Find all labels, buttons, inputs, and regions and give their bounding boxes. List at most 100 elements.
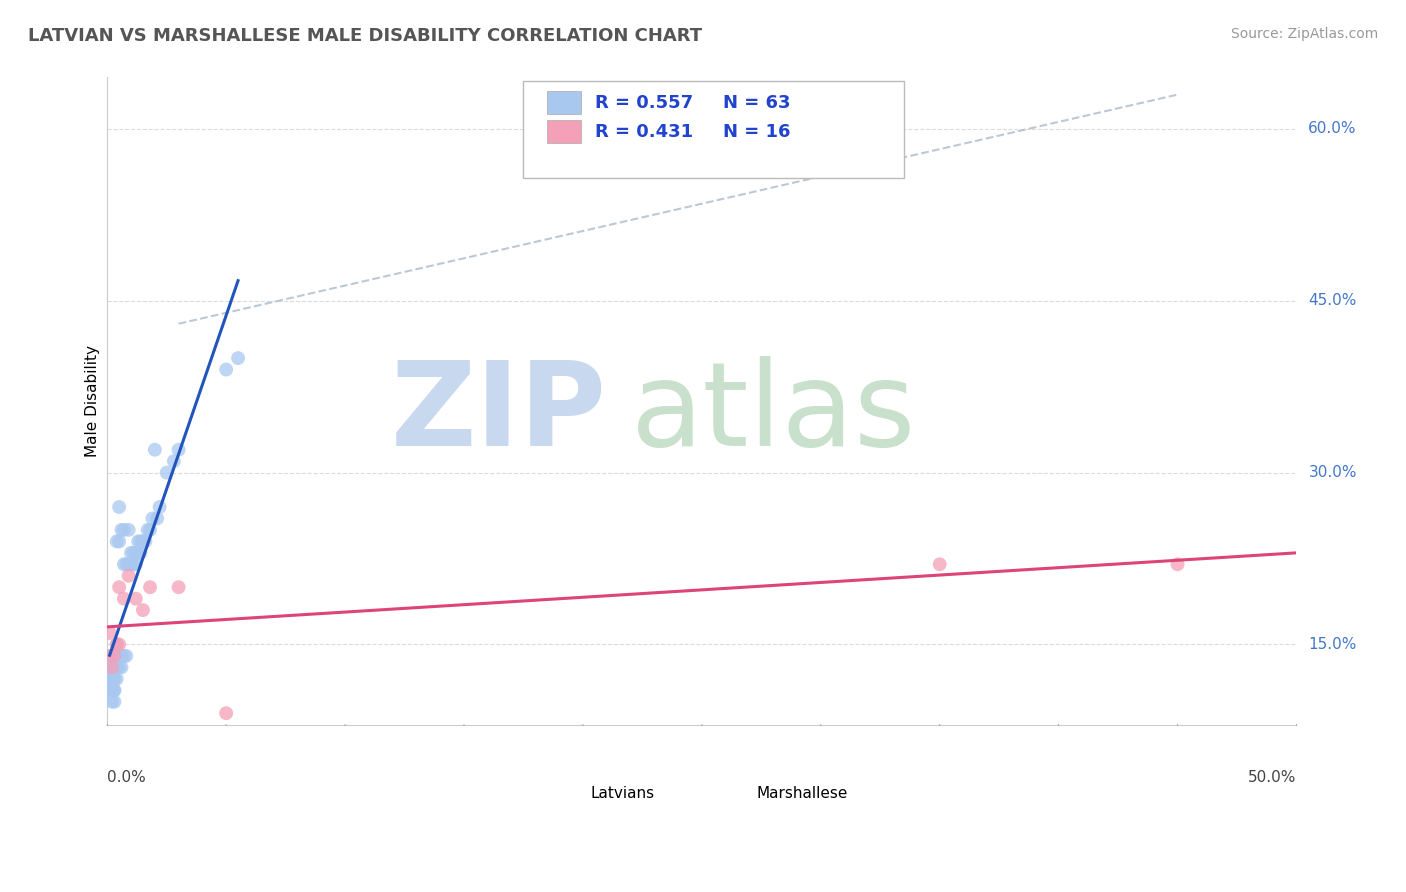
- Point: [118, 523, 141, 537]
- Point: [105, 534, 128, 549]
- Point: [103, 683, 125, 698]
- Point: [103, 648, 125, 663]
- Point: [108, 580, 131, 594]
- Point: [132, 534, 155, 549]
- Point: [167, 442, 190, 457]
- Point: [110, 648, 132, 663]
- Point: [112, 558, 135, 572]
- Point: [115, 558, 138, 572]
- Point: [105, 637, 128, 651]
- Point: [928, 558, 950, 572]
- Point: [103, 660, 125, 674]
- Point: [98, 660, 121, 674]
- Point: [101, 683, 124, 698]
- Point: [105, 648, 128, 663]
- Point: [98, 683, 121, 698]
- FancyBboxPatch shape: [547, 91, 581, 114]
- Point: [103, 648, 125, 663]
- Point: [139, 580, 162, 594]
- FancyBboxPatch shape: [560, 787, 585, 801]
- Point: [108, 648, 131, 663]
- Point: [118, 558, 141, 572]
- Text: LATVIAN VS MARSHALLESE MALE DISABILITY CORRELATION CHART: LATVIAN VS MARSHALLESE MALE DISABILITY C…: [28, 27, 702, 45]
- Point: [129, 546, 152, 560]
- Point: [105, 637, 128, 651]
- Point: [103, 672, 125, 686]
- Point: [101, 660, 124, 674]
- Point: [98, 672, 121, 686]
- Point: [122, 546, 145, 560]
- Point: [101, 660, 124, 674]
- Point: [103, 648, 125, 663]
- Point: [101, 695, 124, 709]
- Point: [98, 626, 121, 640]
- Point: [136, 523, 159, 537]
- Y-axis label: Male Disability: Male Disability: [86, 345, 100, 457]
- Point: [101, 648, 124, 663]
- Point: [156, 466, 179, 480]
- Point: [112, 523, 135, 537]
- Point: [125, 591, 148, 606]
- Text: 50.0%: 50.0%: [1249, 770, 1296, 785]
- Point: [101, 672, 124, 686]
- Point: [101, 672, 124, 686]
- Point: [98, 648, 121, 663]
- Point: [215, 362, 238, 376]
- Point: [112, 591, 135, 606]
- Point: [146, 511, 169, 525]
- FancyBboxPatch shape: [523, 80, 904, 178]
- Point: [108, 637, 131, 651]
- Point: [132, 603, 155, 617]
- Text: Marshallese: Marshallese: [756, 787, 848, 801]
- Point: [125, 558, 148, 572]
- Point: [120, 546, 142, 560]
- Point: [127, 546, 149, 560]
- Point: [105, 672, 128, 686]
- Text: atlas: atlas: [630, 357, 915, 472]
- Point: [98, 672, 121, 686]
- Point: [127, 534, 149, 549]
- Point: [122, 558, 145, 572]
- Text: R = 0.557: R = 0.557: [595, 94, 693, 112]
- Point: [108, 660, 131, 674]
- FancyBboxPatch shape: [725, 787, 752, 801]
- Point: [108, 500, 131, 514]
- Point: [139, 523, 162, 537]
- Point: [101, 660, 124, 674]
- FancyBboxPatch shape: [547, 120, 581, 144]
- Point: [167, 580, 190, 594]
- Text: ZIP: ZIP: [391, 357, 607, 472]
- Point: [120, 558, 142, 572]
- Text: 60.0%: 60.0%: [1309, 121, 1357, 136]
- Point: [1167, 558, 1189, 572]
- Point: [112, 648, 135, 663]
- Point: [115, 648, 138, 663]
- Point: [98, 648, 121, 663]
- Text: Source: ZipAtlas.com: Source: ZipAtlas.com: [1230, 27, 1378, 41]
- Point: [110, 523, 132, 537]
- Text: N = 16: N = 16: [723, 123, 790, 141]
- Point: [103, 695, 125, 709]
- Point: [105, 660, 128, 674]
- Point: [125, 546, 148, 560]
- Point: [103, 672, 125, 686]
- Text: 45.0%: 45.0%: [1309, 293, 1357, 309]
- Text: N = 63: N = 63: [723, 94, 790, 112]
- Text: 30.0%: 30.0%: [1309, 465, 1357, 480]
- Text: R = 0.431: R = 0.431: [595, 123, 693, 141]
- Point: [134, 534, 156, 549]
- Point: [98, 660, 121, 674]
- Point: [163, 454, 186, 468]
- Point: [110, 660, 132, 674]
- Text: 0.0%: 0.0%: [107, 770, 146, 785]
- Point: [103, 683, 125, 698]
- Point: [226, 351, 249, 365]
- Point: [118, 568, 141, 582]
- Point: [143, 442, 166, 457]
- Text: 15.0%: 15.0%: [1309, 637, 1357, 652]
- Point: [141, 511, 163, 525]
- Point: [129, 534, 152, 549]
- Text: Latvians: Latvians: [591, 787, 654, 801]
- Point: [148, 500, 170, 514]
- Point: [215, 706, 238, 721]
